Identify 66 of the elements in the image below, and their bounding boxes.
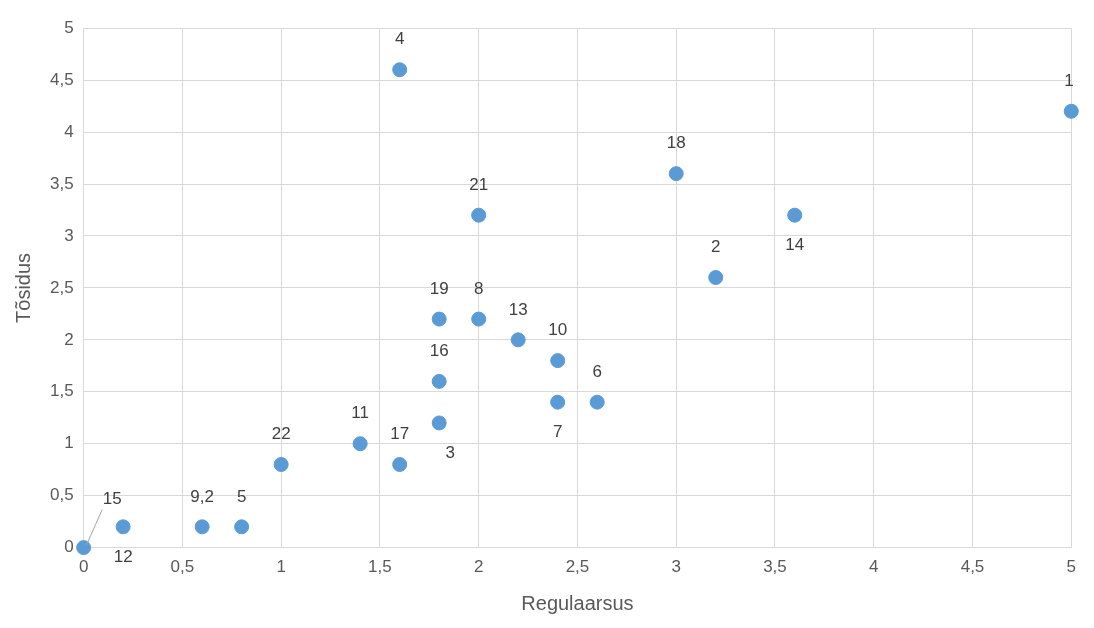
- y-tick-label: 2: [64, 329, 74, 349]
- x-tick-label: 4,5: [960, 557, 985, 577]
- x-tick-label: 0: [78, 557, 89, 577]
- annotation: 2: [710, 237, 721, 257]
- annotation: 10: [548, 320, 568, 340]
- annotation: 6: [592, 361, 602, 381]
- x-tick-label: 0,5: [170, 557, 195, 577]
- annotation: 4: [394, 29, 405, 49]
- annotation: 7: [552, 421, 563, 441]
- annotation: 19: [429, 278, 449, 298]
- x-tick-label: 2: [473, 557, 484, 577]
- x-tick-label: 3: [671, 557, 681, 577]
- y-tick-label: 1: [64, 433, 74, 453]
- x-tick-label: 4: [869, 557, 879, 577]
- x-tick-label: 1: [276, 557, 286, 577]
- point: [550, 353, 566, 369]
- point: [471, 207, 487, 223]
- y-tick-label: 2,5: [49, 277, 74, 297]
- point: [392, 457, 408, 472]
- y-tick-label: 5: [64, 17, 74, 37]
- y-tick-label: 3: [64, 225, 74, 245]
- x-tick-label: 1,5: [368, 557, 392, 577]
- point: [471, 311, 487, 327]
- annotation: 17: [390, 424, 410, 444]
- point: [1063, 103, 1079, 119]
- annotation: 5: [236, 486, 247, 506]
- point: [510, 332, 526, 348]
- y-tick-label: 3,5: [49, 173, 74, 193]
- y-axis-title: Tõsidus: [11, 252, 34, 323]
- y-tick-label: 0,5: [49, 485, 74, 505]
- y-tick-label: 1,5: [49, 381, 74, 401]
- annotation: 12: [113, 546, 133, 566]
- point: [668, 166, 684, 182]
- point: [431, 415, 447, 431]
- annotation: 1: [1064, 70, 1074, 90]
- annotation: 16: [429, 341, 449, 361]
- y-tick-label: 4,5: [49, 69, 74, 89]
- y-tick-label: 0: [64, 537, 74, 557]
- annotation: 13: [508, 299, 528, 319]
- x-tick-label: 2,5: [565, 557, 590, 577]
- point: [76, 540, 92, 556]
- point: [234, 519, 250, 535]
- point: [115, 519, 131, 535]
- point: [431, 311, 447, 327]
- x-tick-label: 3,5: [763, 557, 787, 577]
- point: [550, 394, 566, 410]
- point: [352, 436, 368, 452]
- y-tick-label: 4: [64, 121, 74, 141]
- annotation: 18: [666, 133, 686, 153]
- annotation: 15: [102, 489, 122, 509]
- point: [431, 373, 447, 389]
- point: [392, 62, 408, 78]
- x-axis-title: Regulaarsus: [521, 591, 634, 614]
- annotation: 3: [445, 442, 455, 462]
- annotation: 22: [271, 424, 291, 444]
- point: [708, 270, 724, 286]
- point: [589, 394, 605, 410]
- point: [787, 207, 803, 223]
- annotation: 11: [351, 403, 369, 423]
- annotation: 21: [469, 174, 489, 194]
- annotation: 8: [473, 278, 484, 298]
- point: [273, 457, 289, 472]
- annotation: 9,2: [190, 486, 214, 506]
- point: [194, 519, 210, 535]
- x-tick-label: 5: [1066, 557, 1077, 577]
- annotation: 14: [785, 234, 805, 254]
